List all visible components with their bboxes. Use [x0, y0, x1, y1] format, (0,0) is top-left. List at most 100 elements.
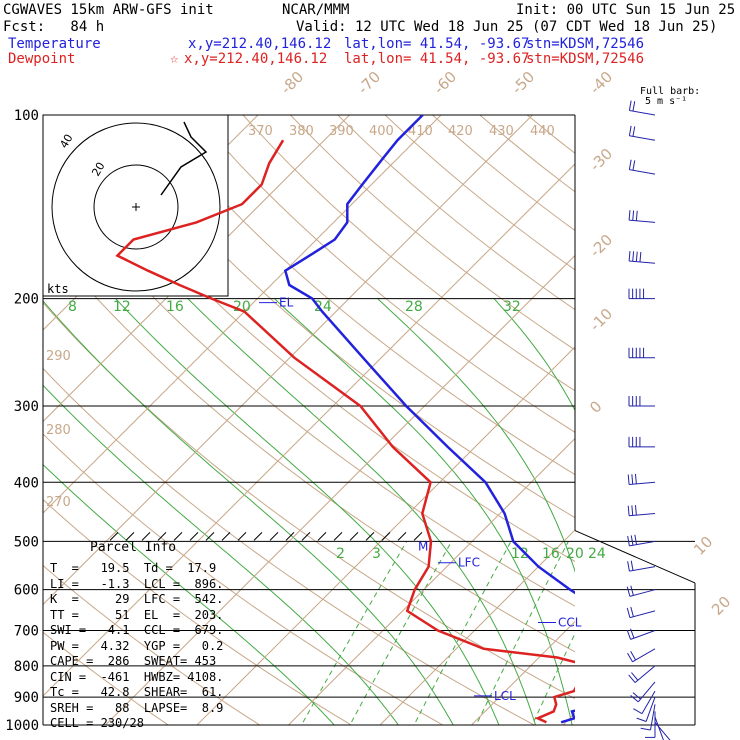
lcl-level-label: LCL [494, 689, 516, 703]
pressure-tick-label: 400 [14, 475, 39, 491]
wind-barb-flag [632, 210, 635, 221]
wind-barb-flag [632, 692, 641, 700]
isotherm-line [733, 87, 740, 738]
wind-barb-staff [629, 135, 656, 141]
wind-barb-staff [637, 681, 656, 703]
wind-barb-staff [629, 589, 656, 597]
hodograph-trace-top [160, 121, 208, 196]
wind-barb-flag [631, 505, 634, 516]
parcel-row: CIN = -461 HWBZ= 4108. [50, 669, 224, 684]
hatch-mark [285, 532, 295, 541]
mixing-ratio-label: 12 [113, 299, 131, 315]
org-label: NCAR/MMM [282, 2, 350, 18]
wind-barb-flag [635, 210, 638, 221]
dry-adiabat-line [479, 115, 575, 193]
dewpoint-station: stn=KDSM,72546 [526, 51, 645, 67]
wind-barb-staff [629, 512, 656, 517]
parcel-row: CAPE = 286 SWEAT= 453 [50, 654, 217, 668]
wind-barb-staff [629, 109, 656, 116]
wind-barb-staff [629, 481, 656, 486]
pressure-tick-label: 900 [14, 690, 39, 706]
dry-adiabat-line [43, 433, 444, 725]
hatch-mark [333, 532, 343, 541]
pressure-tick-label: 500 [14, 534, 39, 550]
mixing-ratio-line [300, 541, 408, 725]
dewpoint-profile [115, 139, 575, 724]
mixing-ratio-label: 32 [503, 299, 521, 315]
theta-label: 370 [248, 124, 273, 139]
temperature-xy: x,y=212.40,146.12 [188, 36, 332, 52]
mixing-ratio-lines [300, 541, 575, 725]
isotherm-label: -20 [586, 231, 616, 261]
hatch-mark [397, 532, 407, 541]
isotherm-line [470, 620, 575, 725]
dry-adiabat-line [43, 367, 536, 725]
theta-label: 280 [46, 423, 71, 438]
theta-label: 270 [46, 495, 71, 510]
mixing-ratio-label: 16 [166, 299, 184, 315]
dry-adiabats [43, 115, 575, 725]
isotherm-line [0, 87, 11, 738]
hatch-mark [205, 532, 215, 541]
hodograph-kts-label: kts [47, 282, 69, 296]
isotherm-label: -10 [586, 305, 616, 335]
wind-barb-flag [631, 672, 639, 681]
dewpoint-legend: Dewpoint [8, 51, 76, 67]
isotherm-line [43, 163, 575, 697]
dry-adiabat-line [43, 498, 353, 725]
isotherm-label: 10 [690, 533, 716, 559]
barb-legend-line1: Full barb: [640, 86, 701, 97]
dewpoint-latlon: lat,lon= 41.54, -93.67 [344, 51, 530, 67]
wind-barb-flag [627, 561, 630, 572]
hatch-mark [109, 532, 119, 541]
hodograph-ring-label: 20 [89, 160, 107, 179]
mixing-ratio-label: 20 [233, 299, 251, 315]
hatch-mark [125, 532, 135, 541]
theta-label: 380 [289, 124, 314, 139]
pressure-tick-label: 200 [14, 292, 39, 308]
hodograph-ring-20 [93, 164, 179, 250]
wind-barb-flag [628, 100, 632, 111]
theta-label: 430 [489, 124, 514, 139]
wind-barb-flag [628, 159, 632, 170]
parcel-row: K = 29 LFC = 542. [50, 592, 224, 606]
hatch-mark [301, 532, 311, 541]
hatch-mark [141, 532, 151, 541]
dewpoint-xy: x,y=212.40,146.12 [184, 51, 328, 67]
wind-barb-flag [630, 585, 634, 596]
wind-barb-flag [630, 628, 635, 639]
theta-label: 420 [448, 124, 473, 139]
hatch-mark [269, 532, 279, 541]
lfc-level-label: LFC [458, 556, 480, 570]
isotherm-label: -30 [586, 145, 616, 175]
isotherm-line [379, 529, 575, 725]
mixing-ratio-label: 24 [314, 299, 332, 315]
wind-barb-flag [633, 708, 643, 715]
parcel-row: TT = 51 EL = 203. [50, 607, 224, 622]
dry-adiabat-line [100, 115, 575, 519]
isotherm-label: -80 [277, 68, 307, 98]
wind-barb-flag [630, 560, 634, 571]
wind-barb-flag [630, 651, 637, 661]
mixing-ratio-label: 28 [405, 299, 423, 315]
wind-barb-flag [636, 717, 647, 722]
pressure-tick-label: 700 [14, 624, 39, 640]
wind-barb-staff [629, 169, 656, 175]
wind-barb-staff [629, 566, 656, 572]
wind-barb-flag [628, 210, 631, 221]
valid-time: Valid: 12 UTC Wed 18 Jun 25 (07 CDT Wed … [296, 19, 718, 35]
parcel-row: LI = -1.3 LCL = 896. [50, 576, 224, 591]
wind-barb-flag [631, 474, 634, 485]
temperature-station: stn=KDSM,72546 [526, 36, 645, 52]
dry-adiabat-line [53, 115, 575, 563]
mixing-ratio-label: 12 [511, 546, 529, 562]
el-level-label: EL [279, 296, 294, 310]
isotherm-label: 0 [586, 397, 605, 416]
moist-adiabat-line [377, 298, 575, 573]
isotherm-label: -40 [586, 68, 616, 98]
dry-adiabat-line [574, 115, 575, 116]
sounding-profiles [115, 115, 575, 724]
parcel-row: T = 19.5 Td = 17.9 [50, 561, 217, 575]
hodograph-ring-40 [51, 122, 221, 292]
wind-barb-flag [634, 505, 637, 516]
